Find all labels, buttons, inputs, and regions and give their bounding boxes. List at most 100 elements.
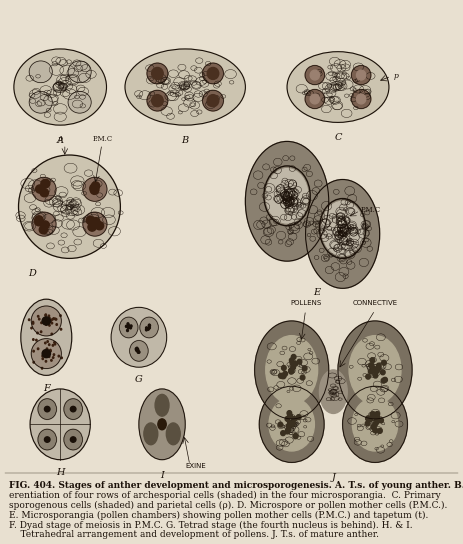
Ellipse shape — [64, 429, 82, 450]
Ellipse shape — [289, 358, 294, 363]
Ellipse shape — [373, 368, 377, 373]
Ellipse shape — [319, 370, 347, 413]
Ellipse shape — [155, 394, 169, 416]
Ellipse shape — [147, 328, 149, 330]
Ellipse shape — [30, 389, 90, 460]
Ellipse shape — [137, 348, 139, 350]
Ellipse shape — [365, 421, 370, 426]
Ellipse shape — [90, 186, 99, 194]
Ellipse shape — [288, 413, 292, 418]
Ellipse shape — [83, 212, 107, 236]
Ellipse shape — [32, 323, 34, 324]
Ellipse shape — [302, 366, 307, 371]
Ellipse shape — [51, 333, 52, 335]
Ellipse shape — [136, 347, 138, 349]
Ellipse shape — [42, 355, 44, 357]
Ellipse shape — [28, 319, 30, 320]
Ellipse shape — [373, 428, 377, 433]
Ellipse shape — [91, 182, 100, 190]
Ellipse shape — [45, 314, 46, 316]
Ellipse shape — [35, 216, 43, 224]
Ellipse shape — [56, 318, 57, 320]
Ellipse shape — [310, 94, 319, 104]
Ellipse shape — [45, 361, 47, 362]
Ellipse shape — [137, 349, 138, 351]
Ellipse shape — [52, 344, 54, 346]
Ellipse shape — [371, 425, 375, 430]
Ellipse shape — [70, 406, 76, 412]
Ellipse shape — [285, 416, 290, 421]
Text: P.M.C: P.M.C — [93, 135, 113, 144]
Ellipse shape — [137, 351, 139, 353]
Ellipse shape — [379, 418, 383, 423]
Ellipse shape — [374, 415, 378, 420]
Ellipse shape — [29, 61, 52, 83]
Ellipse shape — [49, 324, 50, 326]
Ellipse shape — [41, 367, 43, 369]
Ellipse shape — [60, 329, 62, 330]
Ellipse shape — [31, 338, 61, 369]
Text: p: p — [361, 239, 366, 247]
Ellipse shape — [38, 348, 39, 350]
Ellipse shape — [126, 329, 128, 331]
Ellipse shape — [33, 350, 34, 352]
Ellipse shape — [68, 61, 91, 83]
Ellipse shape — [266, 169, 308, 223]
Ellipse shape — [352, 398, 398, 451]
Ellipse shape — [147, 90, 168, 111]
Ellipse shape — [47, 349, 48, 351]
Ellipse shape — [338, 321, 412, 419]
Ellipse shape — [51, 322, 53, 324]
Ellipse shape — [145, 329, 147, 331]
Text: t: t — [361, 222, 364, 231]
Ellipse shape — [61, 357, 63, 358]
Ellipse shape — [95, 221, 104, 230]
Text: erentiation of four rows of archesporial cells (shaded) in the four microsporang: erentiation of four rows of archesporial… — [9, 491, 441, 500]
Ellipse shape — [286, 424, 291, 429]
Ellipse shape — [56, 324, 57, 325]
Ellipse shape — [140, 317, 158, 338]
Ellipse shape — [40, 189, 49, 197]
Ellipse shape — [376, 363, 381, 368]
Text: E: E — [313, 288, 321, 298]
Ellipse shape — [45, 353, 47, 354]
Ellipse shape — [152, 95, 163, 107]
Ellipse shape — [47, 322, 48, 324]
Ellipse shape — [127, 326, 129, 329]
Ellipse shape — [357, 70, 366, 80]
Ellipse shape — [44, 406, 50, 412]
Ellipse shape — [207, 67, 219, 79]
Ellipse shape — [382, 360, 386, 365]
Ellipse shape — [294, 434, 298, 438]
Ellipse shape — [127, 323, 129, 325]
Ellipse shape — [370, 358, 375, 363]
Ellipse shape — [90, 186, 99, 194]
Ellipse shape — [305, 90, 325, 109]
Ellipse shape — [343, 386, 407, 462]
Ellipse shape — [37, 332, 38, 334]
Ellipse shape — [280, 374, 285, 379]
Ellipse shape — [19, 155, 120, 258]
Ellipse shape — [289, 422, 294, 427]
Ellipse shape — [305, 66, 325, 84]
Ellipse shape — [39, 226, 48, 234]
Ellipse shape — [36, 339, 37, 341]
Ellipse shape — [83, 177, 107, 201]
Ellipse shape — [207, 95, 219, 107]
Ellipse shape — [149, 324, 150, 326]
Text: I: I — [160, 471, 164, 480]
Ellipse shape — [29, 91, 52, 113]
Ellipse shape — [203, 63, 224, 84]
Ellipse shape — [38, 399, 56, 419]
Ellipse shape — [373, 368, 378, 373]
Ellipse shape — [375, 411, 380, 416]
Ellipse shape — [36, 185, 44, 193]
Ellipse shape — [286, 428, 290, 432]
Ellipse shape — [166, 423, 180, 445]
Ellipse shape — [285, 429, 290, 434]
Text: E. Microsporangia (pollen chambers) showing pollen mother cells (P.M.C.) and tap: E. Microsporangia (pollen chambers) show… — [9, 511, 429, 520]
Ellipse shape — [128, 324, 130, 326]
Ellipse shape — [289, 369, 294, 374]
Ellipse shape — [135, 348, 137, 350]
Ellipse shape — [70, 437, 76, 442]
